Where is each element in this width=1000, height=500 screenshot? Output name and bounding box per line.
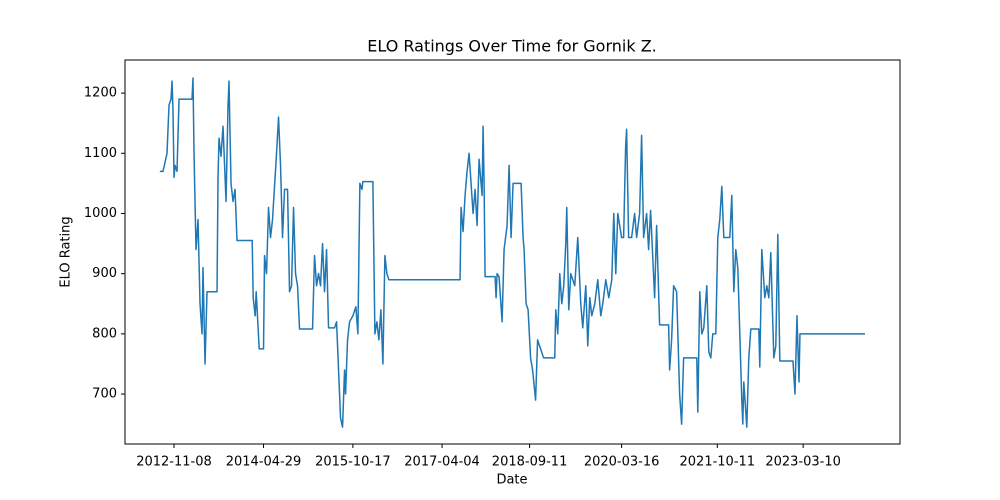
line [159, 77, 865, 428]
x-axis-label: Date [496, 473, 527, 488]
x-tick-label: 2018-09-11 [492, 455, 568, 470]
y-axis-label: ELO Rating [59, 216, 74, 287]
chart-title: ELO Ratings Over Time for Gornik Z. [367, 37, 657, 56]
y-tick-label: 1000 [84, 206, 117, 221]
y-tick-label: 900 [92, 266, 117, 281]
x-tick-label: 2015-10-17 [315, 455, 391, 470]
x-tick-label: 2020-03-16 [584, 455, 660, 470]
y-tick-label: 800 [92, 326, 117, 341]
y-tick-label: 700 [92, 387, 117, 402]
x-tick-label: 2023-03-10 [765, 455, 841, 470]
y-tick-label: 1100 [84, 146, 117, 161]
plot-frame [124, 59, 901, 445]
x-tick-label: 2021-10-11 [680, 455, 756, 470]
x-tick-label: 2014-04-29 [226, 455, 302, 470]
x-tick-label: 2017-04-04 [404, 455, 480, 470]
x-tick-label: 2012-11-08 [136, 455, 212, 470]
y-tick-label: 1200 [84, 86, 117, 101]
